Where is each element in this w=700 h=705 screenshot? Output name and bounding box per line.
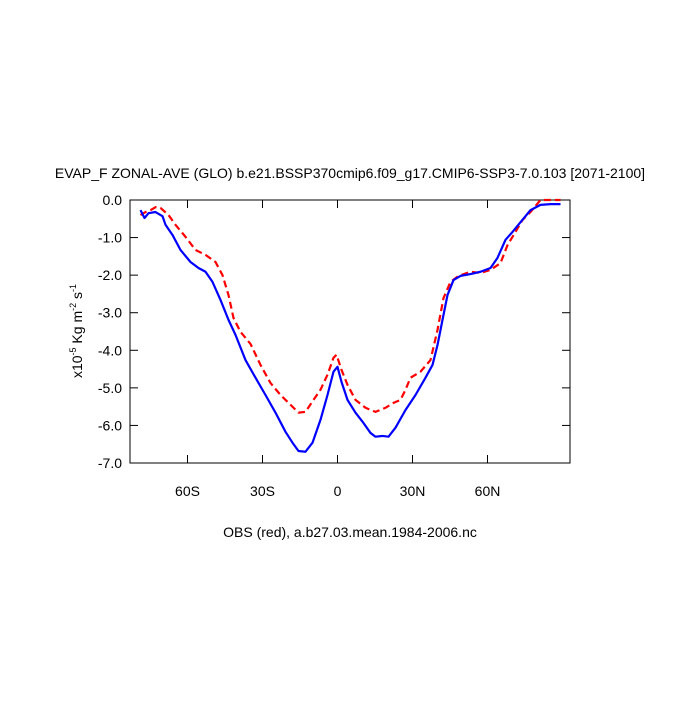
x-tick-label: 60S <box>175 483 200 499</box>
x-tick-label: 0 <box>334 483 342 499</box>
y-tick-label: -3.0 <box>98 305 122 321</box>
y-tick-label: -4.0 <box>98 342 122 358</box>
y-tick-label: -5.0 <box>98 380 122 396</box>
y-label-part: -1 <box>68 284 78 292</box>
x-tick-label: 30S <box>250 483 275 499</box>
chart-subtitle: OBS (red), a.b27.03.mean.1984-2006.nc <box>223 524 477 540</box>
y-tick-label: -6.0 <box>98 417 122 433</box>
x-tick-label: 60N <box>475 483 501 499</box>
y-label-part: Kg m <box>69 311 85 348</box>
y-tick-label: -2.0 <box>98 267 122 283</box>
x-tick-label: 30N <box>400 483 426 499</box>
y-label-part: x10 <box>69 355 85 378</box>
y-tick-label: -7.0 <box>98 455 122 471</box>
data-line <box>139 203 561 453</box>
data-line <box>139 198 561 414</box>
y-tick-label: -1.0 <box>98 230 122 246</box>
y-label-part: -2 <box>68 303 78 311</box>
y-axis-label: x10-5 Kg m-2 s-1 <box>68 284 85 378</box>
y-tick-label: 0.0 <box>103 192 123 208</box>
plot-frame <box>129 199 571 464</box>
y-label-part: -5 <box>68 347 78 355</box>
chart-title: EVAP_F ZONAL-AVE (GLO) b.e21.BSSP370cmip… <box>55 165 645 181</box>
y-label-part: s <box>69 292 85 303</box>
